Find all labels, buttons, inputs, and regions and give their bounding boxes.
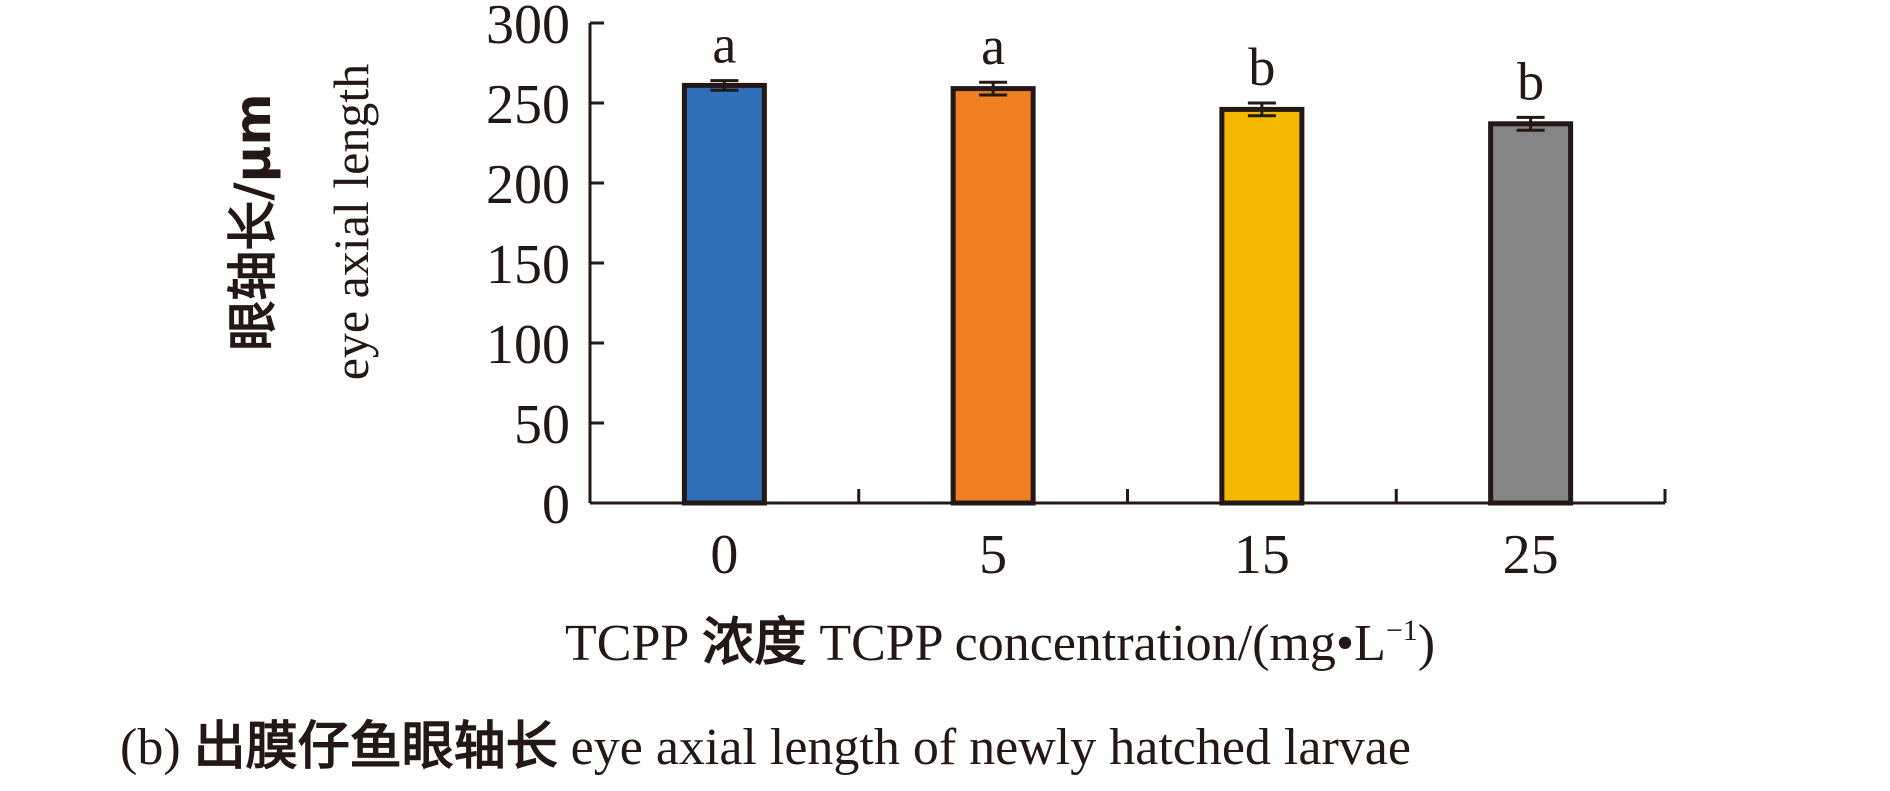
significance-letter: a [712,15,736,75]
y-tick-label: 200 [486,154,570,216]
x-ticks: 0 5 15 25 [710,489,1667,586]
y-tick-label: 250 [486,74,570,136]
significance-letter: b [1517,51,1544,111]
x-tick-label: 5 [979,524,1007,586]
x-axis-label: TCPP 浓度 TCPP concentration/(mg•L−1) [565,613,1435,673]
bar [950,86,1036,506]
significance-letter: b [1248,37,1275,97]
y-axis-label-en: eye axial length [323,64,379,381]
y-ticks: 0 50 100 150 200 250 300 [486,0,604,536]
y-axis-label-cn: 眼轴长/μm [224,93,282,350]
y-tick-label: 300 [486,0,570,56]
y-tick-label: 100 [486,314,570,376]
y-tick-label: 150 [486,234,570,296]
x-tick-label: 25 [1503,524,1559,586]
figure-caption: (b) 出膜仔鱼眼轴长 eye axial length of newly ha… [120,717,1411,777]
x-tick-label: 15 [1234,524,1290,586]
y-tick-label: 50 [514,394,570,456]
bar [1219,106,1305,506]
x-tick-label: 0 [710,524,738,586]
y-tick-label: 0 [542,474,570,536]
bar [681,82,767,506]
significance-letter: a [981,16,1005,76]
bar [1488,121,1574,506]
